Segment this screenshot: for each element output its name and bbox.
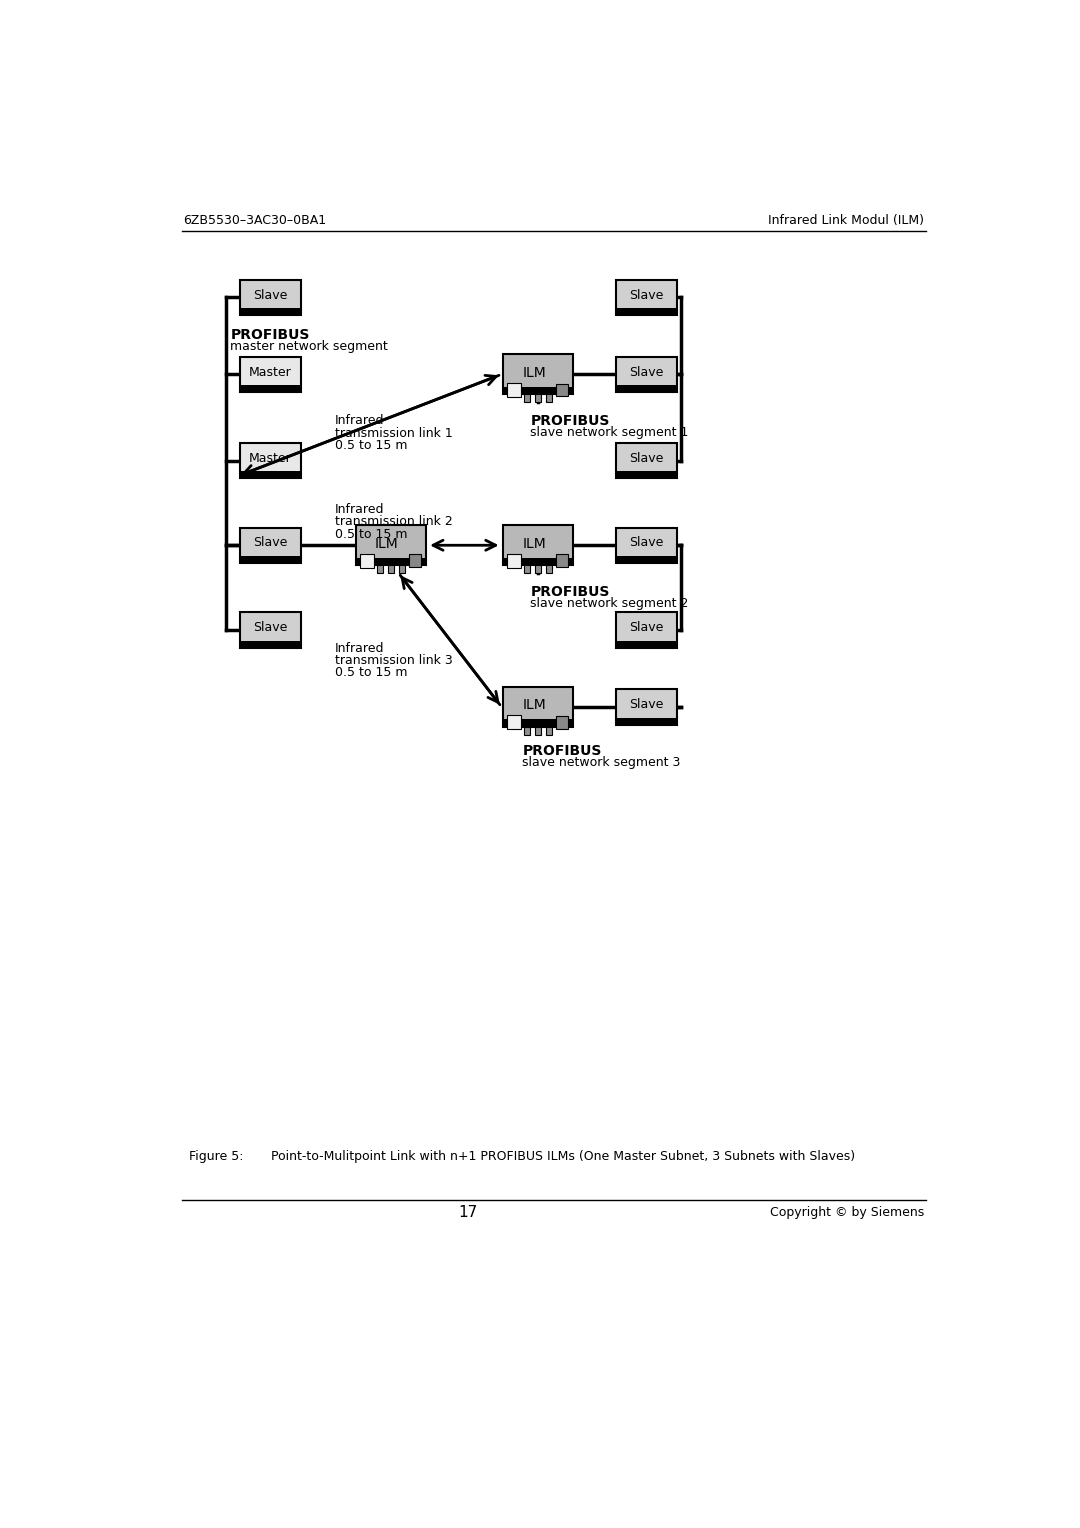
Text: Master: Master [249, 365, 292, 379]
Bar [617, 640, 677, 648]
Bar [524, 394, 530, 402]
Bar [503, 354, 572, 394]
Text: Infrared: Infrared [335, 642, 384, 654]
Text: 17: 17 [459, 1204, 477, 1219]
Bar [241, 640, 301, 648]
Bar [617, 527, 677, 562]
Text: Copyright © by Siemens: Copyright © by Siemens [770, 1206, 924, 1219]
Text: slave network segment 3: slave network segment 3 [523, 756, 680, 769]
Text: Slave: Slave [630, 536, 664, 550]
Text: 0.5 to 15 m: 0.5 to 15 m [335, 439, 407, 452]
Bar [503, 720, 572, 727]
Text: 0.5 to 15 m: 0.5 to 15 m [335, 527, 407, 541]
Text: Infrared: Infrared [335, 503, 384, 516]
Text: slave network segment 2: slave network segment 2 [530, 597, 689, 610]
Text: transmission link 2: transmission link 2 [335, 515, 453, 529]
Bar [503, 387, 572, 394]
Text: Slave: Slave [630, 452, 664, 465]
Text: PROFIBUS: PROFIBUS [530, 585, 609, 599]
Text: ILM: ILM [375, 536, 399, 550]
Bar [617, 689, 677, 724]
Bar [535, 727, 541, 735]
Bar [535, 394, 541, 402]
Bar [545, 727, 552, 735]
Text: transmission link 1: transmission link 1 [335, 426, 453, 440]
Text: Slave: Slave [254, 622, 287, 634]
Bar [524, 727, 530, 735]
Bar [408, 555, 421, 567]
Bar [617, 471, 677, 478]
Text: transmission link 3: transmission link 3 [335, 654, 453, 666]
Bar [617, 443, 677, 478]
Bar [617, 718, 677, 724]
Text: 6ZB5530–3AC30–0BA1: 6ZB5530–3AC30–0BA1 [183, 214, 326, 226]
Text: ILM: ILM [523, 536, 546, 550]
Bar [399, 565, 405, 573]
Text: PROFIBUS: PROFIBUS [530, 414, 609, 428]
Text: Slave: Slave [630, 622, 664, 634]
Text: 0.5 to 15 m: 0.5 to 15 m [335, 666, 407, 678]
Text: Infrared Link Modul (ILM): Infrared Link Modul (ILM) [768, 214, 924, 226]
Bar [356, 558, 426, 565]
Bar [241, 613, 301, 648]
Bar [241, 356, 301, 393]
Bar [617, 309, 677, 315]
Text: slave network segment 1: slave network segment 1 [530, 426, 689, 439]
Bar [556, 717, 568, 729]
Bar [617, 356, 677, 393]
Bar [241, 471, 301, 478]
Text: Slave: Slave [254, 536, 287, 550]
Bar [503, 526, 572, 565]
Bar [377, 565, 383, 573]
Bar [556, 555, 568, 567]
Text: Slave: Slave [630, 289, 664, 301]
Bar [545, 394, 552, 402]
Bar [503, 688, 572, 727]
Bar [617, 385, 677, 393]
Bar [360, 553, 374, 567]
Text: PROFIBUS: PROFIBUS [230, 329, 310, 342]
Bar [507, 384, 521, 397]
Bar [507, 715, 521, 729]
Bar [503, 558, 572, 565]
Bar [617, 613, 677, 648]
Text: Point-to-Mulitpoint Link with n+1 PROFIBUS ILMs (One Master Subnet, 3 Subnets wi: Point-to-Mulitpoint Link with n+1 PROFIB… [271, 1149, 854, 1163]
Bar [241, 385, 301, 393]
Bar [535, 565, 541, 573]
Bar [617, 280, 677, 315]
Text: Figure 5:: Figure 5: [189, 1149, 244, 1163]
Text: Slave: Slave [254, 289, 287, 301]
Bar [241, 556, 301, 562]
Bar [241, 443, 301, 478]
Text: Slave: Slave [630, 698, 664, 711]
Text: Slave: Slave [630, 365, 664, 379]
Bar [388, 565, 394, 573]
Bar [524, 565, 530, 573]
Bar [617, 556, 677, 562]
Bar [507, 553, 521, 567]
Bar [241, 527, 301, 562]
Text: PROFIBUS: PROFIBUS [523, 744, 602, 758]
Text: ILM: ILM [523, 698, 546, 712]
Bar [556, 384, 568, 396]
Text: Infrared: Infrared [335, 414, 384, 428]
Bar [241, 280, 301, 315]
Bar [545, 565, 552, 573]
Text: master network segment: master network segment [230, 341, 388, 353]
Text: ILM: ILM [523, 365, 546, 380]
Text: Master: Master [249, 452, 292, 465]
Bar [356, 526, 426, 565]
Bar [241, 309, 301, 315]
